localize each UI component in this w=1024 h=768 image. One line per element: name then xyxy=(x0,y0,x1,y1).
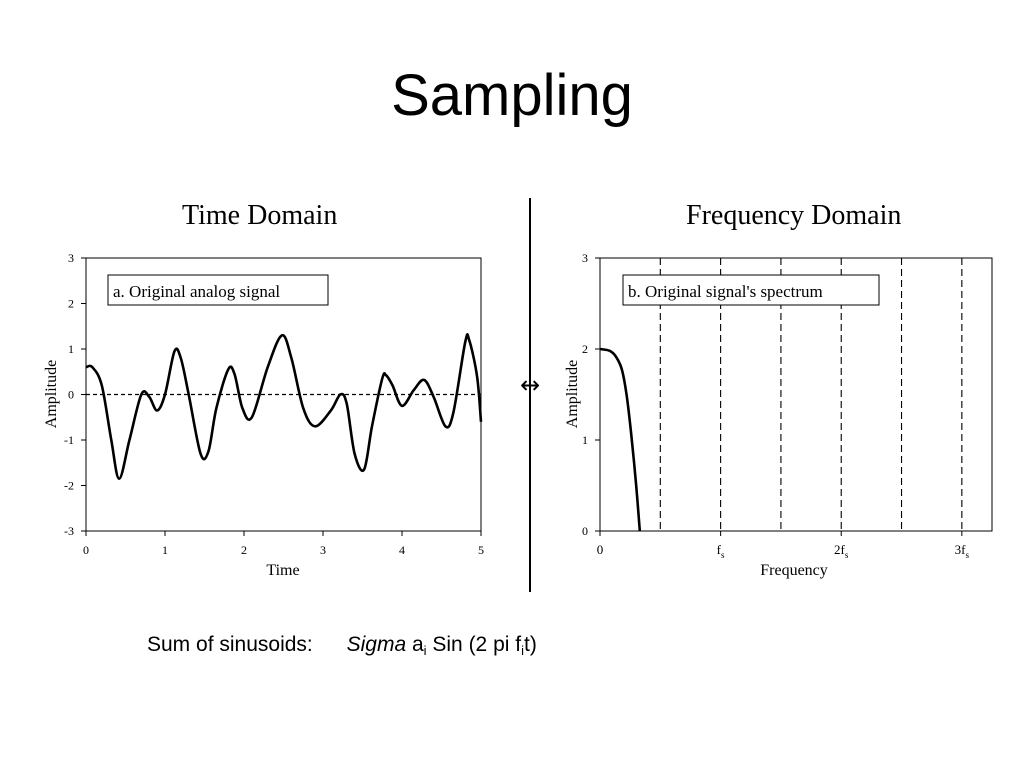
annotation-box xyxy=(107,274,329,306)
plot-frame xyxy=(599,257,993,532)
annotation-box xyxy=(622,274,880,306)
x-tick-label: 1 xyxy=(162,543,168,557)
caption-sigma: Sigma xyxy=(346,633,407,656)
x-tick-subscript: s xyxy=(721,550,725,560)
caption-label: Sum of sinusoids: xyxy=(147,633,313,656)
x-tick-label: 2 xyxy=(241,543,247,557)
y-tick-label: 3 xyxy=(582,251,588,265)
x-tick-label: 3 xyxy=(320,543,326,557)
x-axis-label: Frequency xyxy=(760,562,828,579)
y-tick-label: 2 xyxy=(582,342,588,356)
x-tick-label: 2fs xyxy=(834,542,849,560)
x-tick-subscript: s xyxy=(966,550,970,560)
x-tick-subscript: s xyxy=(845,550,849,560)
y-tick-label: 3 xyxy=(68,251,74,265)
x-tick-base: 2f xyxy=(834,542,846,557)
x-tick-label: 4 xyxy=(399,543,405,557)
y-tick-label: -3 xyxy=(64,524,74,538)
x-tick-base: 0 xyxy=(597,542,604,557)
frequency-domain-title: Frequency Domain xyxy=(686,200,902,231)
y-axis-label: Amplitude xyxy=(564,360,581,428)
y-axis-label: Amplitude xyxy=(43,360,60,428)
center-divider xyxy=(529,198,531,592)
y-tick-label: -1 xyxy=(64,433,74,447)
x-tick-base: 3f xyxy=(955,542,967,557)
x-tick-label: 0 xyxy=(83,543,89,557)
caption-formula: ai Sin (2 pi fit) xyxy=(411,633,537,658)
spectrum-line xyxy=(599,347,642,532)
double-arrow-icon: ↔ xyxy=(519,371,541,399)
y-tick-label: 1 xyxy=(582,433,588,447)
annotation-label: a. Original analog signal xyxy=(113,282,280,301)
y-tick-label: 0 xyxy=(582,524,588,538)
x-tick-label: 0 xyxy=(597,542,604,557)
slide-title: Sampling xyxy=(391,63,633,128)
y-tick-label: 2 xyxy=(68,297,74,311)
y-tick-label: 1 xyxy=(68,342,74,356)
signal-line xyxy=(85,333,483,480)
caption: Sum of sinusoids: Sigma ai Sin (2 pi fit… xyxy=(147,630,537,666)
y-tick-label: -2 xyxy=(64,479,74,493)
x-tick-base: f xyxy=(717,542,722,557)
y-tick-label: 0 xyxy=(68,388,74,402)
x-axis-label: Time xyxy=(266,562,299,579)
x-tick-label: fs xyxy=(717,542,725,560)
x-tick-label: 5 xyxy=(478,543,484,557)
annotation-label: b. Original signal's spectrum xyxy=(628,282,823,301)
x-tick-label: 3fs xyxy=(955,542,970,560)
time-domain-title: Time Domain xyxy=(182,200,338,231)
